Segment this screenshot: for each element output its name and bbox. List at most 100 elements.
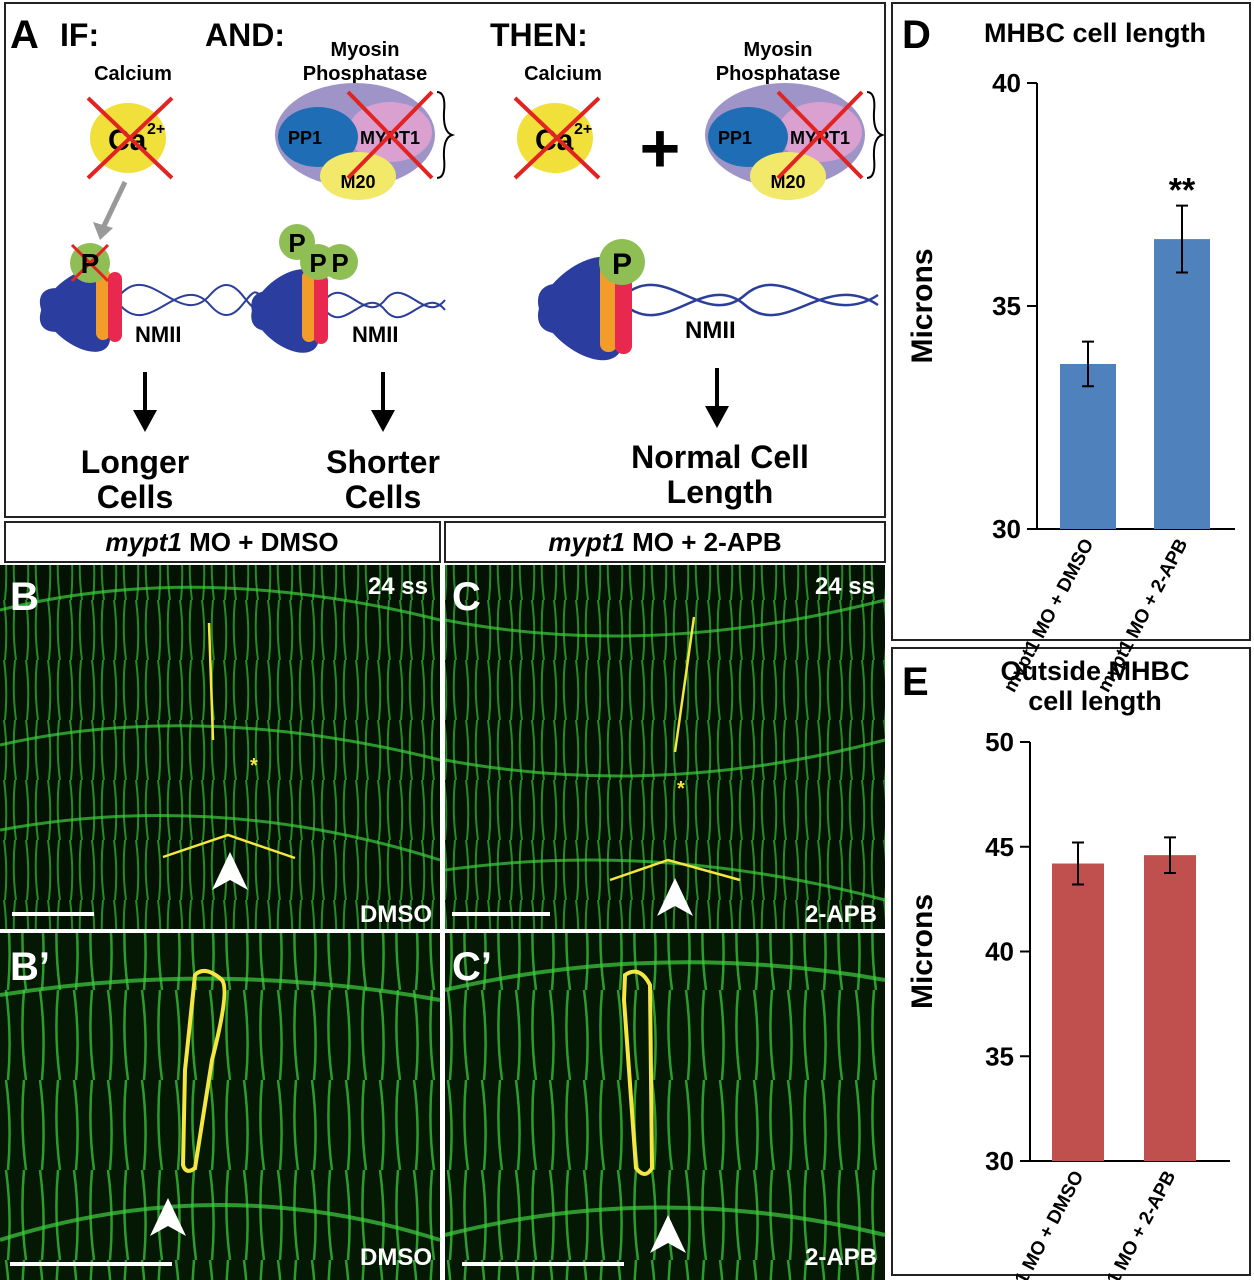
panel-label: B’ (10, 945, 50, 989)
label: Calcium (524, 63, 602, 85)
asterisk: * (677, 778, 685, 800)
image-b (0, 565, 440, 929)
y-axis-label: Microns (906, 248, 939, 363)
y-tick-label: 40 (992, 68, 1021, 98)
treatment-label: DMSO (360, 901, 432, 928)
y-tick-label: 40 (985, 937, 1014, 967)
heading: IF: (60, 17, 99, 53)
header-box (444, 521, 886, 563)
bar (1144, 855, 1196, 1161)
arrow (100, 180, 128, 230)
header-text: MO + 2-APB (632, 527, 782, 557)
treatment-label: DMSO (360, 1244, 432, 1271)
error-bar (1072, 841, 1084, 886)
y-tick-label: 35 (985, 1041, 1014, 1071)
label: NMII (352, 322, 398, 347)
arrow (93, 222, 113, 240)
panel-label: D (902, 13, 931, 57)
y-tick-label: 30 (985, 1146, 1014, 1176)
arrows (133, 368, 729, 432)
nmii (537, 239, 879, 361)
label: M20 (770, 172, 805, 192)
label: 2+ (574, 121, 592, 138)
image-c (445, 565, 885, 929)
chart-title: MHBC cell length (984, 18, 1206, 48)
label: MYPT1 (790, 128, 850, 148)
y-tick-label: 30 (992, 514, 1021, 544)
label: P (288, 228, 305, 258)
panel-a: A IF: AND: THEN: Calcium Calcium Myosin … (4, 2, 886, 518)
outcome: Cells (97, 479, 173, 515)
outcome: Longer (81, 444, 189, 480)
label: Phosphatase (716, 63, 840, 85)
cross (86, 96, 174, 180)
y-axis-label: Microns (906, 894, 939, 1009)
heading: THEN: (490, 17, 588, 53)
panel-label: C (452, 575, 481, 619)
label: NMII (685, 317, 736, 344)
cross (513, 96, 601, 180)
label: MYPT1 (360, 128, 420, 148)
cross (346, 90, 434, 180)
label: PP1 (288, 128, 322, 148)
label: Myosin (331, 39, 400, 61)
label: NMII (135, 322, 181, 347)
outcome: Shorter (326, 444, 440, 480)
cross (776, 90, 864, 180)
micrographs: * * B C B’ C’ 24 ss 24 ss DMSO 2-APB DMS… (0, 565, 886, 1280)
y-tick-label: 35 (992, 291, 1021, 321)
panel-border (4, 2, 886, 518)
error-bar (1164, 836, 1176, 874)
nmii (251, 224, 446, 353)
error-bar (1176, 204, 1188, 274)
label: PP1 (718, 128, 752, 148)
treatment-label: 2-APB (805, 901, 877, 928)
label: 2+ (147, 121, 165, 138)
panel-header: mypt1 MO + 2-APB (548, 527, 781, 557)
panel-header: mypt1 MO + DMSO (105, 527, 338, 557)
panel-border (891, 2, 1251, 641)
heading: AND: (205, 17, 285, 53)
outcome: Normal Cell (631, 439, 809, 475)
treatment-label: 2-APB (805, 1244, 877, 1271)
header-box (4, 521, 441, 563)
outcome: Length (667, 474, 774, 510)
x-tick-label: mypt1 MO + DMSO (990, 1167, 1089, 1280)
header-italic: mypt1 (105, 527, 182, 557)
label: P (612, 248, 632, 281)
label: Calcium (94, 63, 172, 85)
chart-title: cell length (1028, 686, 1162, 716)
stage-label: 24 ss (815, 573, 875, 600)
panel-border (891, 647, 1251, 1276)
label: M20 (340, 172, 375, 192)
panel-label: C’ (452, 945, 492, 989)
label: P (309, 248, 326, 278)
header-text: MO + DMSO (189, 527, 339, 557)
asterisk: * (250, 755, 258, 777)
label: P (331, 248, 348, 278)
bar (1154, 239, 1210, 529)
error-bar (1082, 340, 1094, 388)
stage-label: 24 ss (368, 573, 428, 600)
chart-title: Outside MHBC (1001, 656, 1190, 686)
outcome: Cells (345, 479, 421, 515)
phosphatase (275, 83, 456, 200)
bar (1052, 863, 1104, 1161)
panel-label: B (10, 575, 39, 619)
bar (1060, 363, 1116, 529)
panel-label: E (902, 660, 929, 704)
plus: + (640, 109, 681, 187)
y-tick-label: 50 (985, 727, 1014, 757)
y-tick-label: 45 (985, 832, 1014, 862)
significance: ** (1169, 172, 1196, 210)
panel-label: A (10, 13, 39, 57)
nmii (39, 243, 263, 352)
header-italic: mypt1 (548, 527, 625, 557)
label: Myosin (744, 39, 813, 61)
label: P (81, 248, 100, 279)
phosphatase (705, 83, 886, 200)
label: Phosphatase (303, 63, 427, 85)
